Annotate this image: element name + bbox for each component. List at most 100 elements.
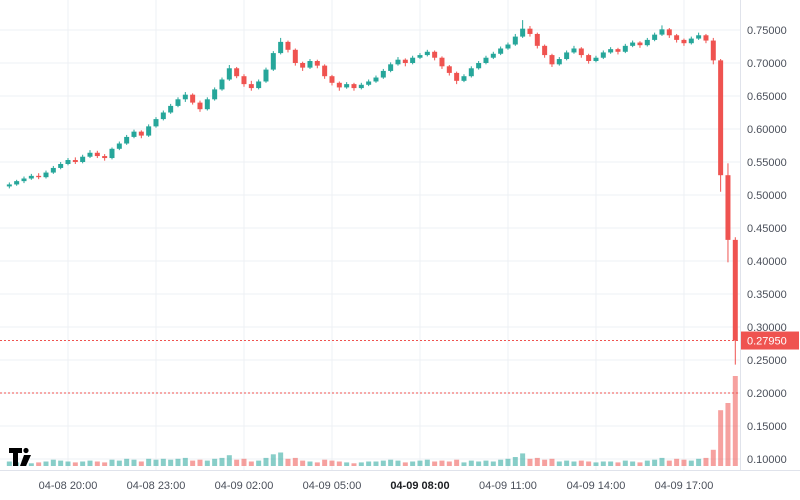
candle-body — [226, 68, 232, 80]
x-axis-label: 04-09 14:00 — [567, 480, 626, 492]
candle-body — [285, 41, 291, 50]
x-axis-label: 04-09 08:00 — [390, 480, 449, 492]
volume-bar — [556, 461, 562, 466]
volume-bar — [344, 462, 350, 466]
candle-body — [659, 29, 665, 35]
candle-body — [28, 175, 34, 179]
volume-bar — [219, 457, 225, 466]
candle-body — [395, 59, 401, 65]
volume-bar — [681, 459, 687, 466]
y-axis-label: 0.65000 — [747, 91, 787, 103]
candle-body — [688, 38, 694, 44]
candle-body — [116, 143, 122, 149]
candle-body — [622, 45, 628, 52]
volume-bar — [248, 461, 254, 466]
volume-bar — [688, 460, 694, 466]
volume-bar — [476, 461, 482, 466]
candle-body — [256, 81, 262, 89]
volume-bar — [483, 460, 489, 466]
volume-bar — [395, 460, 401, 466]
volume-bar — [534, 457, 540, 466]
volume-bar — [402, 462, 408, 466]
candle-body — [681, 39, 687, 44]
candle-body — [65, 160, 71, 164]
volume-bar — [87, 460, 93, 466]
candle-body — [351, 84, 357, 89]
x-axis-label: 04-09 05:00 — [303, 480, 362, 492]
candle-body — [241, 76, 247, 85]
candle-body — [710, 40, 716, 61]
candle-body — [564, 52, 570, 60]
volume-bar — [732, 376, 738, 466]
candle-body — [402, 59, 408, 63]
volume-bar — [182, 457, 188, 466]
candle-body — [520, 28, 526, 37]
candle-body — [43, 172, 49, 178]
candle-body — [373, 77, 379, 82]
candle-body — [600, 52, 606, 58]
volume-bar — [454, 459, 460, 466]
candle-body — [234, 68, 240, 77]
volume-bar — [212, 458, 218, 466]
candle-body — [461, 76, 467, 81]
volume-bar — [226, 455, 232, 466]
volume-bar — [615, 462, 621, 466]
volume-bar — [329, 460, 335, 466]
candle-body — [336, 82, 342, 88]
candle-body — [380, 70, 386, 78]
tradingview-logo-link[interactable] — [8, 446, 38, 468]
candle-body — [571, 48, 577, 53]
volume-bar — [270, 454, 276, 466]
volume-bar — [644, 460, 650, 466]
candle-body — [439, 57, 445, 67]
volume-bar — [72, 462, 78, 466]
candle-body — [696, 35, 702, 39]
volume-bar — [659, 457, 665, 466]
x-axis-label: 04-09 11:00 — [479, 480, 537, 492]
y-axis-label: 0.35000 — [747, 289, 787, 301]
candle-body — [190, 94, 196, 103]
volume-bar — [490, 461, 496, 466]
y-axis-label: 0.10000 — [747, 454, 787, 466]
candle-body — [417, 55, 423, 58]
candle-body — [542, 45, 548, 56]
candle-body — [674, 35, 680, 40]
volume-bar — [593, 462, 599, 466]
price-axis[interactable] — [740, 0, 800, 500]
candle-body — [615, 49, 621, 52]
volume-bar — [637, 462, 643, 466]
volume-bar — [498, 459, 504, 466]
volume-bar — [578, 460, 584, 466]
candle-body — [358, 84, 364, 89]
candle-body — [36, 175, 42, 178]
volume-bar — [600, 461, 606, 466]
y-axis-label: 0.30000 — [747, 322, 787, 334]
candle-body — [534, 33, 540, 46]
volume-bar — [94, 461, 100, 466]
volume-bar — [278, 452, 284, 466]
volume-bar — [256, 460, 262, 466]
volume-bar — [652, 459, 658, 466]
volume-bar — [160, 458, 166, 466]
volume-bar — [674, 458, 680, 466]
volume-bar — [285, 458, 291, 466]
candle-body — [278, 41, 284, 54]
y-axis-label: 0.20000 — [747, 388, 787, 400]
volume-bar — [410, 461, 416, 466]
volume-bar — [373, 461, 379, 466]
volume-bar — [80, 461, 86, 466]
volume-bar — [28, 463, 34, 466]
time-axis[interactable] — [0, 470, 800, 500]
volume-bar — [351, 463, 357, 466]
candle-body — [454, 72, 460, 81]
volume-bar — [725, 403, 731, 466]
candle-body — [197, 102, 203, 110]
candle-body — [476, 63, 482, 69]
volume-bar — [168, 459, 174, 466]
y-axis-label: 0.45000 — [747, 223, 787, 235]
volume-bar — [241, 458, 247, 466]
volume-bar — [630, 461, 636, 466]
candle-body — [322, 65, 328, 77]
candle-body — [388, 64, 394, 71]
